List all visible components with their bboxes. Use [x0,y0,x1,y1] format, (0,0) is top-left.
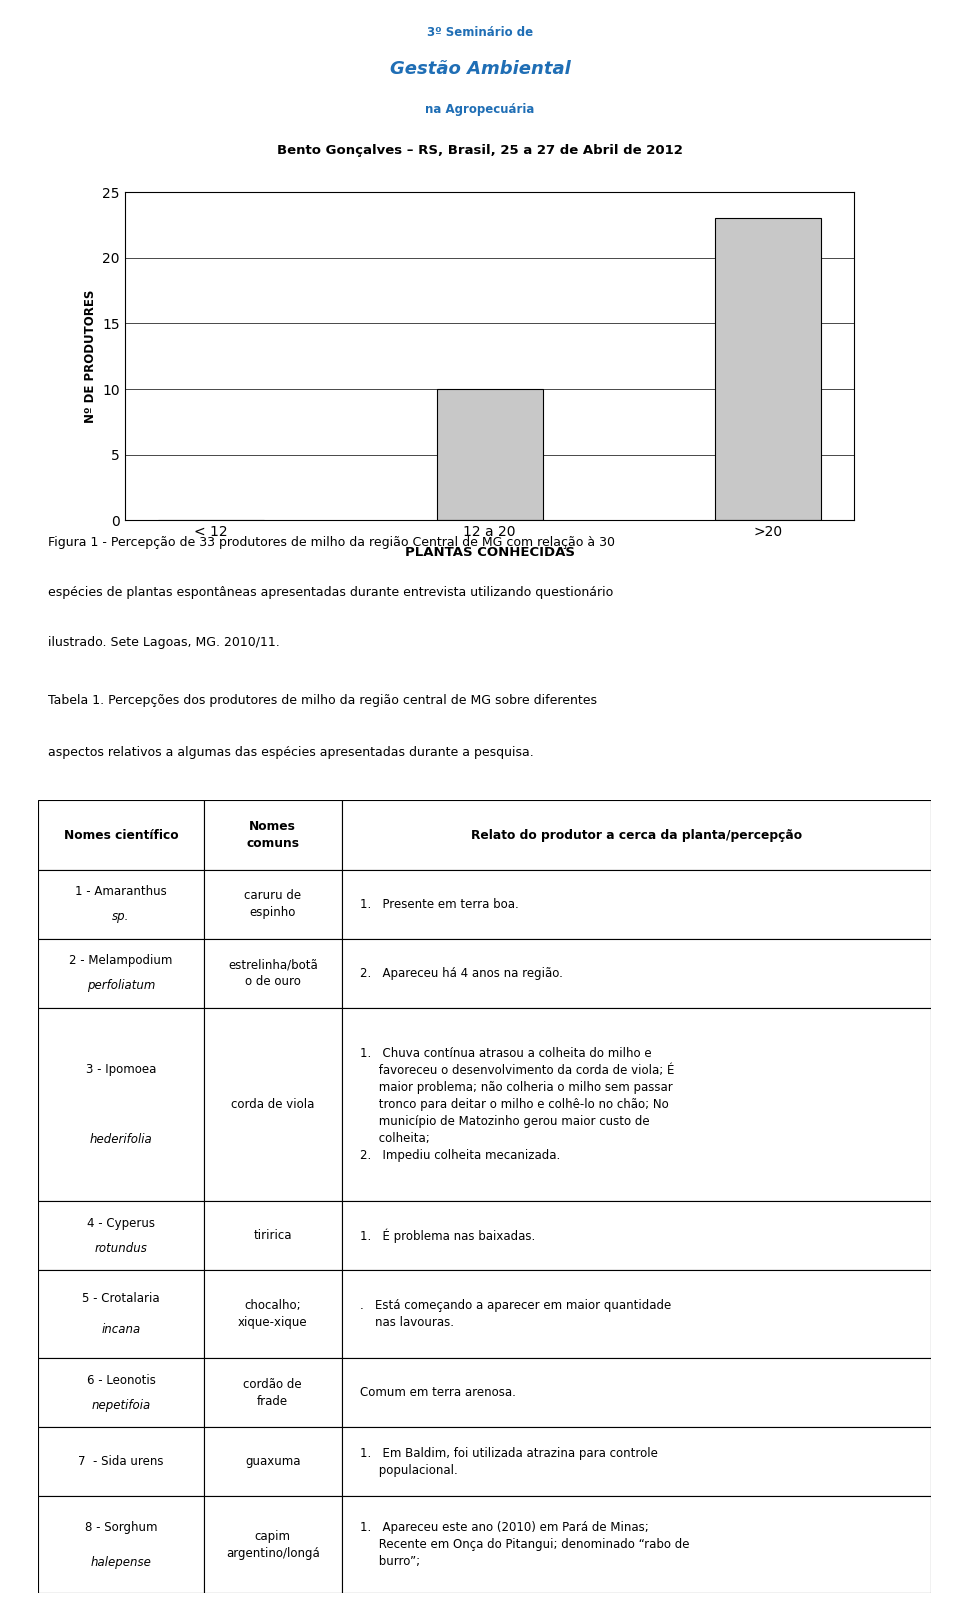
Bar [715,218,821,520]
Text: 2 - Melampodium: 2 - Melampodium [69,954,173,967]
Text: ilustrado. Sete Lagoas, MG. 2010/11.: ilustrado. Sete Lagoas, MG. 2010/11. [48,636,279,650]
Text: cordão de
frade: cordão de frade [244,1377,302,1407]
Text: perfoliatum: perfoliatum [86,980,156,993]
Text: 6 - Leonotis: 6 - Leonotis [86,1374,156,1386]
Text: espécies de plantas espontâneas apresentadas durante entrevista utilizando quest: espécies de plantas espontâneas apresent… [48,586,613,599]
Text: 1 - Amaranthus: 1 - Amaranthus [75,885,167,898]
Bar [38,800,204,869]
Text: Gestão Ambiental: Gestão Ambiental [390,59,570,78]
Text: capim
argentino/longá: capim argentino/longá [226,1529,320,1559]
Bar [204,800,342,869]
Bar [204,1271,342,1358]
Bar [38,1358,204,1426]
Bar [204,938,342,1009]
Text: 7  - Sida urens: 7 - Sida urens [78,1455,164,1468]
Y-axis label: Nº DE PRODUTORES: Nº DE PRODUTORES [84,290,97,423]
Text: tiririca: tiririca [253,1230,292,1242]
Bar [342,938,931,1009]
Bar [38,938,204,1009]
Text: corda de viola: corda de viola [231,1098,315,1111]
Bar [342,1271,931,1358]
Bar [437,389,542,520]
Text: 1.   Em Baldim, foi utilizada atrazina para controle
     populacional.: 1. Em Baldim, foi utilizada atrazina par… [360,1447,658,1476]
Bar [38,1497,204,1593]
Text: 5 - Crotalaria: 5 - Crotalaria [83,1292,159,1305]
Text: hederifolia: hederifolia [89,1134,153,1146]
Text: caruru de
espinho: caruru de espinho [244,889,301,919]
Text: Figura 1 - Percepção de 33 produtores de milho da região Central de MG com relaç: Figura 1 - Percepção de 33 produtores de… [48,536,615,549]
Text: 3 - Ipomoea: 3 - Ipomoea [85,1063,156,1076]
Text: sp.: sp. [112,909,130,924]
Text: Comum em terra arenosa.: Comum em terra arenosa. [360,1386,516,1399]
Bar [204,1201,342,1271]
Bar [38,869,204,938]
Bar [38,1009,204,1201]
Text: na Agropecuária: na Agropecuária [425,102,535,117]
Text: Tabela 1. Percepções dos produtores de milho da região central de MG sobre difer: Tabela 1. Percepções dos produtores de m… [48,693,597,706]
Bar [38,1201,204,1271]
Text: 1.   Apareceu este ano (2010) em Pará de Minas;
     Recente em Onça do Pitangui: 1. Apareceu este ano (2010) em Pará de M… [360,1521,689,1567]
Text: aspectos relativos a algumas das espécies apresentadas durante a pesquisa.: aspectos relativos a algumas das espécie… [48,746,534,759]
Bar [204,1358,342,1426]
Bar [342,1426,931,1497]
Text: 8 - Sorghum: 8 - Sorghum [84,1521,157,1534]
Text: nepetifoia: nepetifoia [91,1399,151,1412]
Bar [204,869,342,938]
Text: 1.   Presente em terra boa.: 1. Presente em terra boa. [360,898,518,911]
X-axis label: PLANTAS CONHECIDAS: PLANTAS CONHECIDAS [404,546,575,559]
Text: 1.   É problema nas baixadas.: 1. É problema nas baixadas. [360,1228,535,1242]
Text: rotundus: rotundus [94,1242,148,1255]
Text: guaxuma: guaxuma [245,1455,300,1468]
Bar [204,1426,342,1497]
Bar [38,1426,204,1497]
Bar [342,800,931,869]
Bar [38,1271,204,1358]
Bar [342,1201,931,1271]
Text: 4 - Cyperus: 4 - Cyperus [87,1217,155,1230]
Bar [342,869,931,938]
Bar [204,1009,342,1201]
Bar [342,1009,931,1201]
Text: Bento Gonçalves – RS, Brasil, 25 a 27 de Abril de 2012: Bento Gonçalves – RS, Brasil, 25 a 27 de… [277,144,683,157]
Text: halepense: halepense [90,1556,152,1569]
Text: estrelinha/botã
o de ouro: estrelinha/botã o de ouro [228,959,318,988]
Text: Relato do produtor a cerca da planta/percepção: Relato do produtor a cerca da planta/per… [471,829,803,842]
Text: 3º Seminário de: 3º Seminário de [427,26,533,40]
Text: chocalho;
xique-xique: chocalho; xique-xique [238,1300,307,1329]
Bar [342,1358,931,1426]
Text: Nomes científico: Nomes científico [63,829,179,842]
Bar [342,1497,931,1593]
Text: Nomes
comuns: Nomes comuns [247,820,300,850]
Text: 1.   Chuva contínua atrasou a colheita do milho e
     favoreceu o desenvolvimen: 1. Chuva contínua atrasou a colheita do … [360,1047,674,1162]
Text: .   Está começando a aparecer em maior quantidade
    nas lavouras.: . Está começando a aparecer em maior qua… [360,1300,671,1329]
Text: incana: incana [102,1324,140,1337]
Bar [204,1497,342,1593]
Text: 2.   Apareceu há 4 anos na região.: 2. Apareceu há 4 anos na região. [360,967,563,980]
